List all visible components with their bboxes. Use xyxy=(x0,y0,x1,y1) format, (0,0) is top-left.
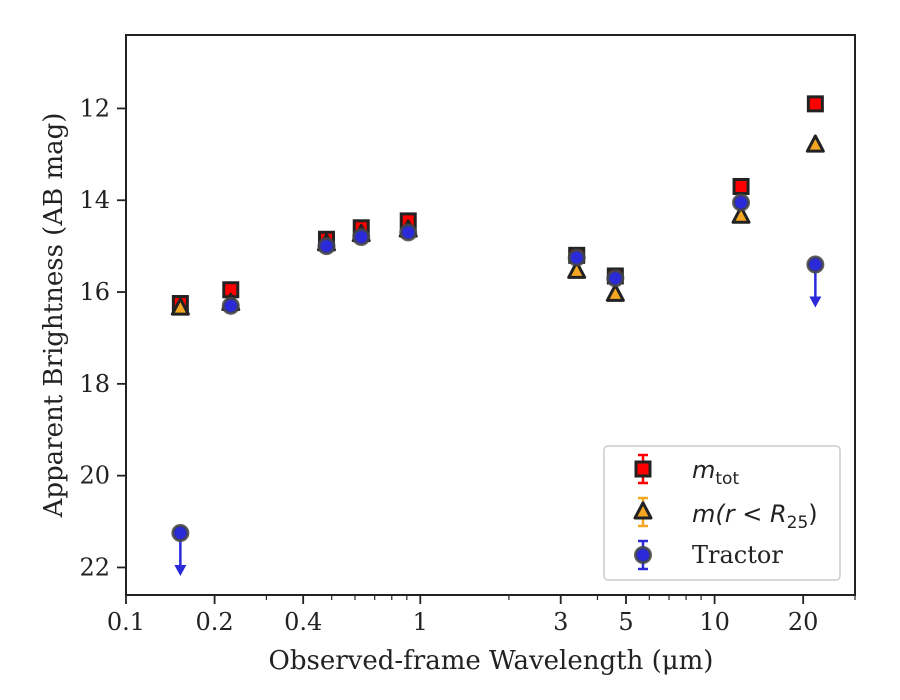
data-point-tractor xyxy=(732,193,751,212)
data-point-tractor xyxy=(806,255,825,274)
data-point-mr25 xyxy=(605,283,625,302)
legend-marker-mtot xyxy=(634,460,652,478)
y-axis-title: Apparent Brightness (AB mag) xyxy=(39,113,69,519)
data-point-tractor xyxy=(317,237,336,256)
data-point-tractor xyxy=(221,296,240,315)
legend-label-mtot: mtot xyxy=(692,456,739,489)
y-tick-label: 12 xyxy=(79,94,110,122)
x-tick-label: 0.4 xyxy=(284,608,322,636)
series-mr25 xyxy=(170,134,825,316)
data-point-tractor xyxy=(567,248,586,267)
data-point-mr25 xyxy=(170,297,190,316)
x-axis-title: Observed-frame Wavelength (μm) xyxy=(269,646,714,676)
x-tick-label: 20 xyxy=(788,608,819,636)
data-point-mtot xyxy=(732,177,750,195)
y-tick-label: 20 xyxy=(79,462,110,490)
data-point-mr25 xyxy=(731,205,751,224)
y-tick-label: 16 xyxy=(79,278,110,306)
x-tick-label: 0.2 xyxy=(196,608,234,636)
data-point-tractor xyxy=(606,269,625,288)
axis-ticks: 0.1 0.2 0.4 1 3 5 10 20 12 14 16 18 20 22 xyxy=(79,94,856,636)
data-point-mr25 xyxy=(805,134,825,153)
data-point-tractor xyxy=(171,524,190,543)
x-tick-label: 1 xyxy=(413,608,428,636)
plot-frame xyxy=(125,34,856,596)
y-tick-label: 18 xyxy=(79,370,110,398)
legend-label-tractor: Tractor xyxy=(692,541,783,569)
legend-label-mr25: m(r < R25) xyxy=(692,500,818,533)
data-point-mr25 xyxy=(567,260,587,279)
x-tick-label: 5 xyxy=(618,608,633,636)
legend-box xyxy=(603,445,841,581)
plot-area xyxy=(125,34,856,596)
legend-marker-mr25 xyxy=(633,501,653,520)
legend-marker-tractor xyxy=(634,546,652,564)
data-point-tractor xyxy=(399,223,418,242)
data-point-mtot xyxy=(806,95,824,113)
upper-limit-arrowhead xyxy=(174,565,187,577)
x-tick-label: 3 xyxy=(553,608,568,636)
data-point-tractor xyxy=(352,227,371,246)
series-mtot xyxy=(171,95,824,313)
series-tractor xyxy=(171,193,825,577)
y-tick-label: 22 xyxy=(79,553,110,581)
legend: mtot m(r < R25) Tractor xyxy=(603,445,841,581)
x-tick-label: 0.1 xyxy=(107,608,145,636)
y-tick-label: 14 xyxy=(79,186,110,214)
upper-limit-arrowhead xyxy=(809,296,822,308)
x-tick-label: 10 xyxy=(699,608,730,636)
